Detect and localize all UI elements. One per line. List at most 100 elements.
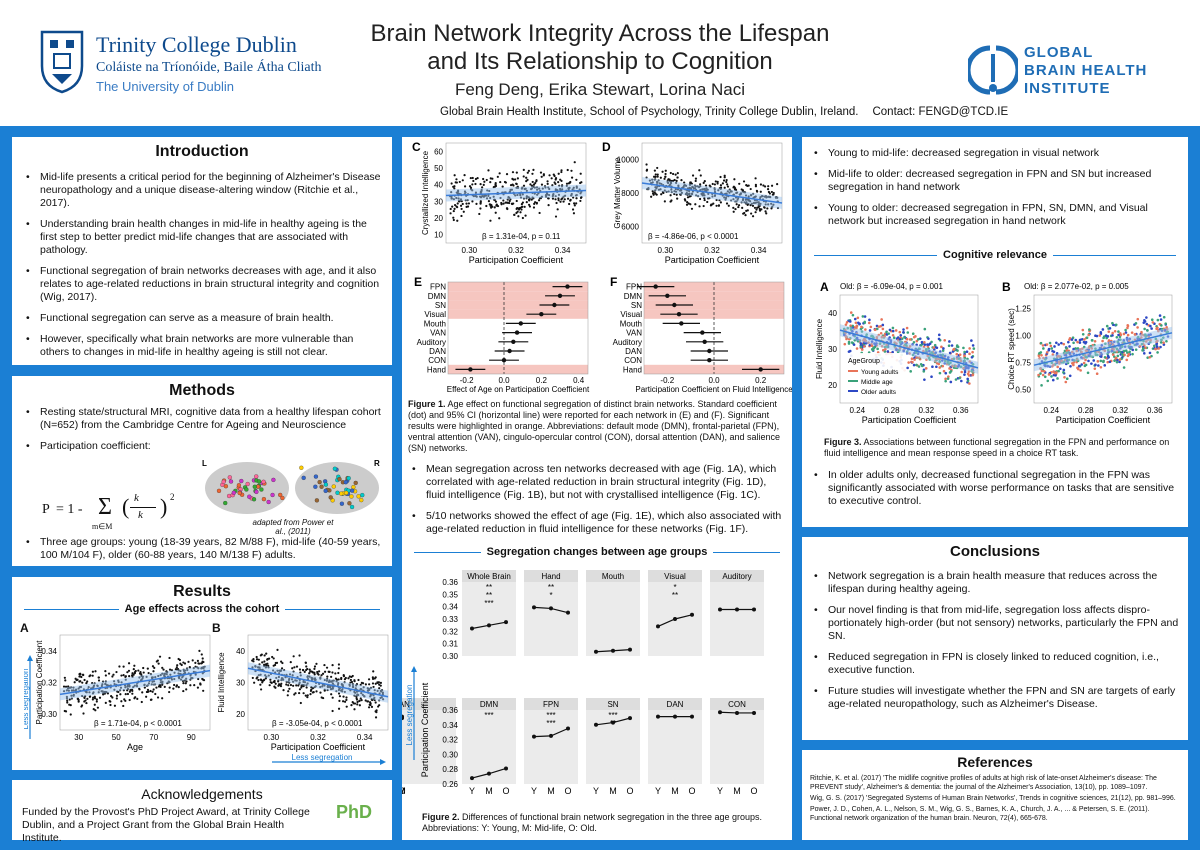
coef-dot xyxy=(707,358,712,363)
y-tick-label: 10000 xyxy=(617,156,640,165)
stat-label: β = -4.86e-06, p < 0.0001 xyxy=(648,232,739,241)
x-tick-label: O xyxy=(402,786,406,796)
intro-bullet: Mid-life presents a critical period for … xyxy=(22,171,382,210)
gbhi-text-1: GLOBAL xyxy=(1024,44,1094,61)
x-tick-label: 0.24 xyxy=(1043,406,1059,415)
facet-label: CON xyxy=(728,700,746,709)
references-list: Ritchie, K. et al. (2017) 'The midlife c… xyxy=(810,774,1180,823)
x-tick-label: 70 xyxy=(149,733,158,742)
significance-label: ** xyxy=(610,719,616,728)
brain-label-l: L xyxy=(202,459,207,468)
series-point xyxy=(532,605,536,610)
x-axis-label: Participation Coefficient xyxy=(1056,415,1151,425)
introduction-title: Introduction xyxy=(155,143,249,160)
reference-item: Power, J. D., Cohen, A. L., Nelson, S. M… xyxy=(810,806,1150,822)
results-bullet-list: Mean segregation across ten networks dec… xyxy=(408,463,788,544)
series-point xyxy=(690,714,694,719)
significance-label: ** xyxy=(486,591,492,600)
formula-eq: = 1 - xyxy=(56,502,83,517)
stat-label: β = 1.31e-04, p = 0.11 xyxy=(482,232,561,241)
x-tick-label: Y xyxy=(655,786,661,796)
y-tick-label: 0.34 xyxy=(442,603,458,612)
x-tick-label: 0.0 xyxy=(498,376,510,385)
significance-label: *** xyxy=(546,719,555,728)
series-point xyxy=(673,617,677,621)
conclusion-bullet: Reduced segregation in FPN is closely li… xyxy=(810,651,1180,677)
coef-dot xyxy=(758,367,763,372)
intro-bullet: Functional segregation can serve as a me… xyxy=(22,312,382,325)
network-label: VAN xyxy=(430,329,446,338)
y-tick-label: 40 xyxy=(434,181,443,190)
group-change-bullet: Young to mid-life: decreased segregation… xyxy=(810,147,1180,160)
x-tick-label: 0.32 xyxy=(1112,406,1128,415)
y-axis-label: Fluid Intelligence xyxy=(815,318,824,379)
methods-title: Methods xyxy=(169,382,235,399)
x-tick-label: 0.4 xyxy=(573,376,585,385)
y-tick-label: 0.32 xyxy=(442,627,458,636)
series-point xyxy=(690,612,694,617)
x-tick-label: Y xyxy=(402,786,405,796)
acknowledgements-panel: Acknowledgements Funded by the Provost's… xyxy=(12,780,392,844)
significance-label: * xyxy=(673,583,676,592)
age-scatter-plot: 30 50 70 90 0.30 0.32 0.34 Age Participation Coe… xyxy=(24,634,211,752)
results-bullet: Mean segregation across ten networks dec… xyxy=(408,463,788,502)
y-axis-label: Choice RT speed (sec) xyxy=(1007,308,1016,390)
series-point xyxy=(470,626,474,631)
contact-email[interactable]: Contact: FENGD@TCD.IE xyxy=(872,106,1009,118)
methods-bullet-1: Resting state/structural MRI, cognitive … xyxy=(22,406,382,432)
x-tick-label: 30 xyxy=(74,733,83,742)
x-tick-label: O xyxy=(688,786,695,796)
coef-dot xyxy=(672,302,677,308)
x-tick-label: 0.2 xyxy=(755,376,767,385)
y-tick-label: 0.33 xyxy=(442,615,458,624)
x-tick-label: Y xyxy=(593,786,599,796)
facet-label: VAN xyxy=(402,700,410,709)
conclusions-list: Network segregation is a brain health me… xyxy=(810,570,1180,711)
significance-label: *** xyxy=(484,599,493,608)
gbhi-text-2: BRAIN HEALTH xyxy=(1024,62,1148,79)
series-point xyxy=(487,623,491,628)
ack-text: Funded by the Provost's PhD Project Awar… xyxy=(22,806,310,844)
brain-label-r: R xyxy=(374,459,380,468)
y-axis-label: Fluid Intelligence xyxy=(217,652,226,713)
series-point xyxy=(594,722,598,727)
y-tick-label: 0.34 xyxy=(41,647,57,656)
conclusions-title: Conclusions xyxy=(949,543,1040,560)
network-label: CON xyxy=(624,356,642,365)
x-axis-label: Participation Coefficient xyxy=(862,415,957,425)
significance-label: ** xyxy=(548,583,554,592)
x-tick-label: O xyxy=(626,786,633,796)
network-label: Auditory xyxy=(417,338,446,347)
formula-den: k xyxy=(138,509,143,521)
x-tick-label: 0.32 xyxy=(918,406,934,415)
affiliation-text: Global Brain Health Institute, School of… xyxy=(440,106,859,118)
svg-text:C: C xyxy=(412,140,421,154)
x-tick-label: 0.30 xyxy=(658,246,674,255)
coef-dot xyxy=(514,330,520,335)
y-tick-label: 0.75 xyxy=(1015,359,1031,368)
coef-dot xyxy=(700,330,705,335)
conclusions-panel: Conclusions Network segregation is a bra… xyxy=(802,537,1188,740)
x-tick-label: 0.30 xyxy=(462,246,478,255)
y-tick-label: 50 xyxy=(434,164,443,173)
reference-item: Wig, G. S. (2017) 'Segregated Systems of… xyxy=(810,795,1176,802)
less-segregation-arrow-label: Less segregation xyxy=(24,669,30,730)
group-change-bullet: Young to older: decreased segregation in… xyxy=(810,202,1180,228)
y-tick-label: 20 xyxy=(236,710,245,719)
network-label: FPN xyxy=(626,283,642,292)
significance-label: ** xyxy=(486,583,492,592)
y-tick-label: 0.35 xyxy=(442,590,458,599)
figure3-caption: Figure 3. Associations between functiona… xyxy=(824,437,1170,458)
x-tick-label: Y xyxy=(469,786,475,796)
y-tick-label: 0.36 xyxy=(442,706,458,715)
legend-label: Middle age xyxy=(861,379,893,386)
tcd-irish-name: Coláiste na Tríonóide, Baile Átha Cliath xyxy=(96,60,322,75)
figure2-caption: Figure 2. Differences of functional brai… xyxy=(422,812,763,833)
pc-formula: P = 1 - Σ m∈M ( k k ) 2 xyxy=(42,492,175,531)
series-point xyxy=(594,649,598,654)
results-subtitle: Age effects across the cohort xyxy=(18,603,386,615)
y-tick-label: 30 xyxy=(828,345,837,354)
x-tick-label: 0.34 xyxy=(555,246,571,255)
significance-label: *** xyxy=(484,711,493,720)
tcd-name: Trinity College Dublin xyxy=(96,32,297,57)
